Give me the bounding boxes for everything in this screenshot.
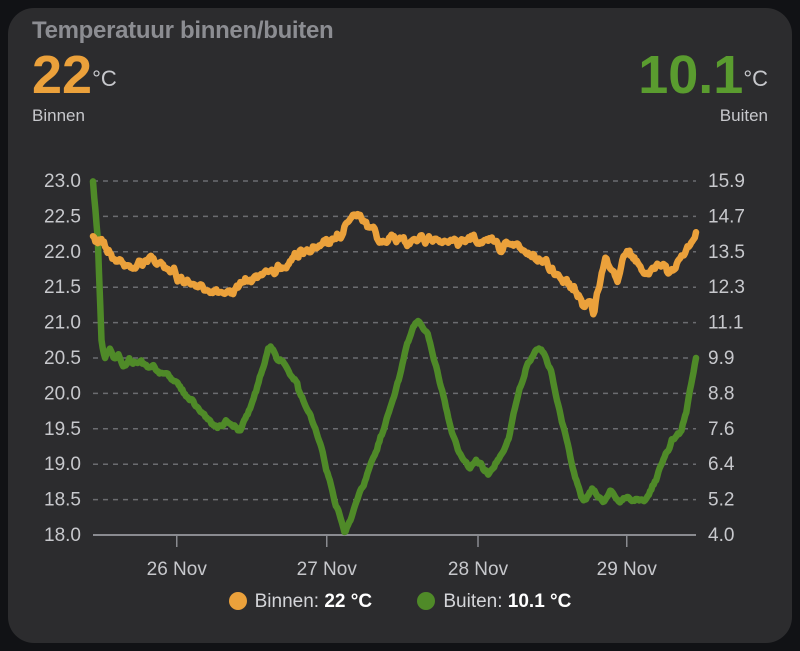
svg-text:8.8: 8.8 — [708, 383, 734, 404]
svg-text:28 Nov: 28 Nov — [448, 559, 509, 580]
svg-text:7.6: 7.6 — [708, 419, 734, 440]
svg-text:23.0: 23.0 — [44, 171, 81, 192]
svg-text:9.9: 9.9 — [708, 348, 734, 369]
svg-text:18.5: 18.5 — [44, 490, 81, 511]
svg-text:12.3: 12.3 — [708, 277, 745, 298]
svg-text:21.0: 21.0 — [44, 313, 81, 334]
svg-text:19.0: 19.0 — [44, 454, 81, 475]
svg-text:22.5: 22.5 — [44, 206, 81, 227]
svg-text:6.4: 6.4 — [708, 454, 735, 475]
svg-text:21.5: 21.5 — [44, 277, 81, 298]
svg-text:20.5: 20.5 — [44, 348, 81, 369]
svg-text:4.0: 4.0 — [708, 525, 734, 546]
svg-text:14.7: 14.7 — [708, 206, 745, 227]
svg-text:15.9: 15.9 — [708, 171, 745, 192]
svg-text:29 Nov: 29 Nov — [597, 559, 658, 580]
svg-text:19.5: 19.5 — [44, 419, 81, 440]
svg-text:13.5: 13.5 — [708, 242, 745, 263]
svg-text:18.0: 18.0 — [44, 525, 81, 546]
svg-text:20.0: 20.0 — [44, 383, 81, 404]
svg-text:5.2: 5.2 — [708, 490, 734, 511]
svg-text:26 Nov: 26 Nov — [147, 559, 208, 580]
svg-text:22.0: 22.0 — [44, 242, 81, 263]
svg-text:27 Nov: 27 Nov — [297, 559, 358, 580]
svg-text:11.1: 11.1 — [708, 313, 744, 334]
